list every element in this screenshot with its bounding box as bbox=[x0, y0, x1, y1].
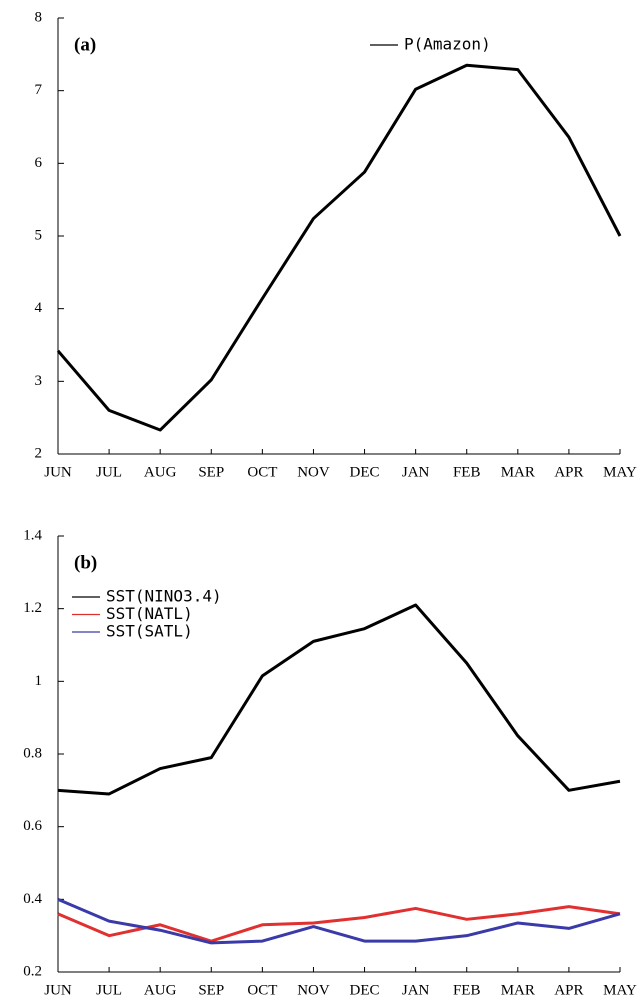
panel-label: (b) bbox=[74, 552, 97, 573]
y-tick-label: 6 bbox=[35, 155, 43, 171]
x-tick-label: SEP bbox=[198, 982, 224, 998]
x-tick-label: MAR bbox=[501, 982, 535, 998]
y-tick-label: 5 bbox=[35, 227, 43, 243]
y-tick-label: 3 bbox=[35, 373, 43, 389]
x-tick-label: APR bbox=[554, 982, 583, 998]
x-tick-label: APR bbox=[554, 464, 583, 480]
x-tick-label: MAY bbox=[603, 982, 637, 998]
x-tick-label: JUN bbox=[44, 464, 72, 480]
series-line bbox=[57, 905, 621, 943]
y-tick-label: 0.4 bbox=[23, 891, 42, 907]
x-tick-label: AUG bbox=[144, 464, 177, 480]
x-tick-label: MAY bbox=[603, 464, 637, 480]
x-tick-label: NOV bbox=[297, 982, 330, 998]
x-tick-label: OCT bbox=[247, 982, 277, 998]
x-tick-label: JUL bbox=[96, 464, 122, 480]
x-tick-label: DEC bbox=[350, 982, 380, 998]
y-tick-label: 1.4 bbox=[23, 527, 42, 543]
x-tick-label: NOV bbox=[297, 464, 330, 480]
y-tick-label: 1.2 bbox=[23, 600, 42, 616]
x-tick-label: SEP bbox=[198, 464, 224, 480]
panel-label: (a) bbox=[74, 34, 96, 55]
series-line bbox=[57, 897, 621, 945]
y-tick-label: 0.2 bbox=[23, 963, 42, 979]
y-tick-label: 2 bbox=[35, 445, 43, 461]
x-tick-label: FEB bbox=[453, 982, 481, 998]
x-tick-label: MAR bbox=[501, 464, 535, 480]
y-tick-label: 1 bbox=[35, 673, 43, 689]
x-tick-label: JAN bbox=[402, 982, 430, 998]
series-line bbox=[56, 63, 622, 432]
y-tick-label: 4 bbox=[35, 300, 43, 316]
series-line bbox=[57, 603, 621, 796]
x-tick-label: FEB bbox=[453, 464, 481, 480]
legend-label: SST(SATL) bbox=[106, 622, 193, 641]
y-tick-label: 0.8 bbox=[23, 745, 42, 761]
x-tick-label: OCT bbox=[247, 464, 277, 480]
x-tick-label: JAN bbox=[402, 464, 430, 480]
x-tick-label: JUL bbox=[96, 982, 122, 998]
legend-label: SST(NATL) bbox=[106, 604, 193, 623]
legend-label: P(Amazon) bbox=[404, 35, 491, 54]
y-tick-label: 0.6 bbox=[23, 818, 42, 834]
y-tick-label: 8 bbox=[35, 9, 43, 25]
y-tick-label: 7 bbox=[35, 82, 43, 98]
x-tick-label: AUG bbox=[144, 982, 177, 998]
x-tick-label: DEC bbox=[350, 464, 380, 480]
x-tick-label: JUN bbox=[44, 982, 72, 998]
legend-label: SST(NINO3.4) bbox=[106, 587, 222, 606]
